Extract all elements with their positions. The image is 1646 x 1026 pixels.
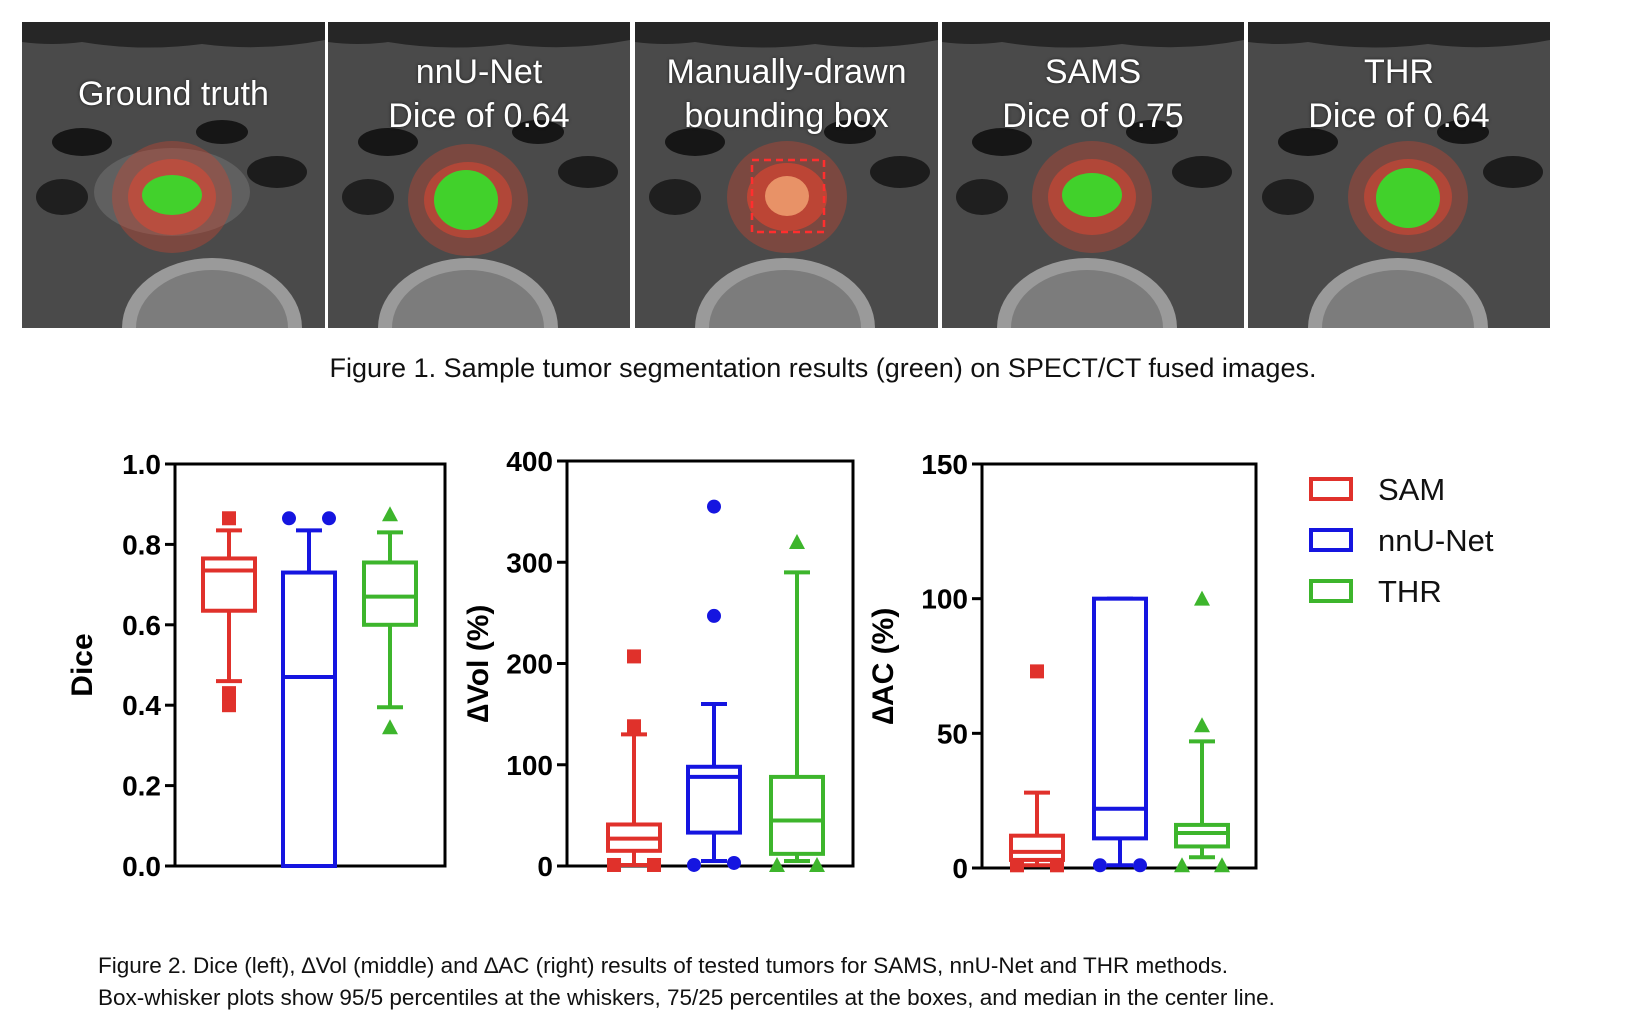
box bbox=[1092, 596, 1148, 841]
outlier-triangle bbox=[1214, 857, 1230, 873]
outlier-circle bbox=[727, 855, 741, 870]
y-tick-label: 0.4 bbox=[122, 690, 161, 721]
y-axis-label: ∆AC (%) bbox=[867, 608, 900, 725]
figure-2-caption-line-1: Figure 2. Dice (left), ∆Vol (middle) and… bbox=[98, 953, 1229, 978]
series-sam bbox=[606, 649, 662, 872]
outlier-square bbox=[222, 698, 236, 713]
outlier-triangle bbox=[382, 506, 398, 522]
y-tick-label: 50 bbox=[937, 718, 968, 749]
ct-image-nnunet bbox=[328, 22, 630, 328]
ct-image-ground-truth bbox=[22, 22, 325, 328]
legend-label: THR bbox=[1378, 574, 1442, 609]
panel-thr: THR Dice of 0.64 bbox=[1248, 22, 1550, 328]
y-axis-label: Dice bbox=[66, 633, 99, 696]
y-tick-label: 0 bbox=[537, 851, 553, 882]
ct-image-thr bbox=[1248, 22, 1550, 328]
y-tick-label: 0.2 bbox=[122, 771, 161, 802]
series-thr bbox=[362, 506, 418, 735]
panel-label: Ground truth bbox=[78, 75, 269, 113]
panel-sams: SAMS Dice of 0.75 bbox=[942, 22, 1244, 328]
panel-nnunet: nnU-Net Dice of 0.64 bbox=[328, 22, 630, 328]
outlier-triangle bbox=[789, 534, 805, 549]
outlier-circle bbox=[687, 857, 701, 872]
figure-1-caption: Figure 1. Sample tumor segmentation resu… bbox=[329, 353, 1317, 383]
y-tick-label: 150 bbox=[921, 449, 968, 480]
box-plot-3: 0 50 100 150 ∆AC (%) bbox=[867, 449, 1258, 884]
ct-image-bounding-box bbox=[635, 22, 938, 328]
outlier-square bbox=[222, 511, 236, 526]
y-tick-label: 1.0 bbox=[122, 449, 161, 480]
ct-image-sams bbox=[942, 22, 1244, 328]
y-axis-label: ∆Vol (%) bbox=[462, 605, 495, 723]
series-sam bbox=[1009, 664, 1065, 873]
y-tick-label: 0.6 bbox=[122, 610, 161, 641]
y-tick-label: 100 bbox=[506, 750, 553, 781]
panel-label: Manually-drawn bounding box bbox=[666, 53, 907, 135]
outlier-triangle bbox=[382, 719, 398, 735]
plot-frame bbox=[980, 462, 1258, 870]
outlier-triangle bbox=[1194, 717, 1210, 733]
series-thr bbox=[769, 534, 825, 872]
legend: SAM nnU-Net THR bbox=[1309, 472, 1494, 609]
outlier-circle bbox=[707, 499, 721, 514]
series-nnunet bbox=[281, 511, 337, 868]
legend-label: SAM bbox=[1378, 472, 1445, 507]
box bbox=[362, 560, 418, 627]
outlier-square bbox=[1050, 858, 1064, 873]
outlier-triangle bbox=[769, 856, 785, 872]
box bbox=[1009, 833, 1065, 862]
legend-swatch-sam bbox=[1309, 477, 1353, 501]
outlier-triangle bbox=[809, 856, 825, 872]
bounding-box-outline bbox=[750, 158, 826, 234]
outlier-circle bbox=[1133, 858, 1147, 873]
outlier-circle bbox=[707, 608, 721, 623]
box bbox=[201, 556, 257, 613]
legend-label: nnU-Net bbox=[1378, 523, 1494, 558]
outlier-square bbox=[627, 719, 641, 734]
outlier-circle bbox=[282, 511, 296, 526]
outlier-square bbox=[1010, 858, 1024, 873]
y-tick-label: 0.8 bbox=[122, 529, 161, 560]
series-thr bbox=[1174, 590, 1230, 873]
y-tick-label: 0.0 bbox=[122, 851, 161, 882]
series-nnunet bbox=[686, 499, 742, 872]
series-nnunet bbox=[1092, 596, 1148, 873]
outlier-circle bbox=[322, 511, 336, 526]
legend-swatch-thr bbox=[1309, 579, 1353, 603]
figure-2-caption-line-2: Box-whisker plots show 95/5 percentiles … bbox=[98, 985, 1275, 1010]
box-plot-2: 0 100 200 300 400 ∆Vol (%) bbox=[462, 446, 855, 882]
box bbox=[769, 774, 825, 856]
outlier-square bbox=[1030, 664, 1044, 679]
outlier-square bbox=[647, 857, 661, 872]
outlier-square bbox=[607, 857, 621, 872]
panel-ground-truth: Ground truth bbox=[22, 22, 325, 328]
box bbox=[281, 570, 337, 868]
outlier-square bbox=[222, 686, 236, 701]
figure-2-caption: Figure 2. Dice (left), ∆Vol (middle) and… bbox=[98, 950, 1618, 1014]
panel-label: nnU-Net Dice of 0.64 bbox=[388, 53, 570, 135]
panel-bounding-box: Manually-drawn bounding box bbox=[635, 22, 938, 328]
y-tick-label: 100 bbox=[921, 584, 968, 615]
box bbox=[1174, 822, 1230, 849]
outlier-triangle bbox=[1194, 590, 1210, 606]
legend-swatch-nnunet bbox=[1309, 528, 1353, 552]
panel-label: SAMS Dice of 0.75 bbox=[1002, 53, 1184, 135]
box-plot-1: 0.0 0.2 0.4 0.6 0.8 1.0 Dice bbox=[66, 449, 447, 882]
outlier-triangle bbox=[1174, 857, 1190, 873]
outlier-circle bbox=[1093, 858, 1107, 873]
y-tick-label: 0 bbox=[952, 853, 968, 884]
outlier-square bbox=[627, 649, 641, 664]
panel-label: THR Dice of 0.64 bbox=[1308, 53, 1490, 135]
y-tick-label: 200 bbox=[506, 649, 553, 680]
y-tick-label: 300 bbox=[506, 547, 553, 578]
series-sam bbox=[201, 511, 257, 713]
y-tick-label: 400 bbox=[506, 446, 553, 477]
